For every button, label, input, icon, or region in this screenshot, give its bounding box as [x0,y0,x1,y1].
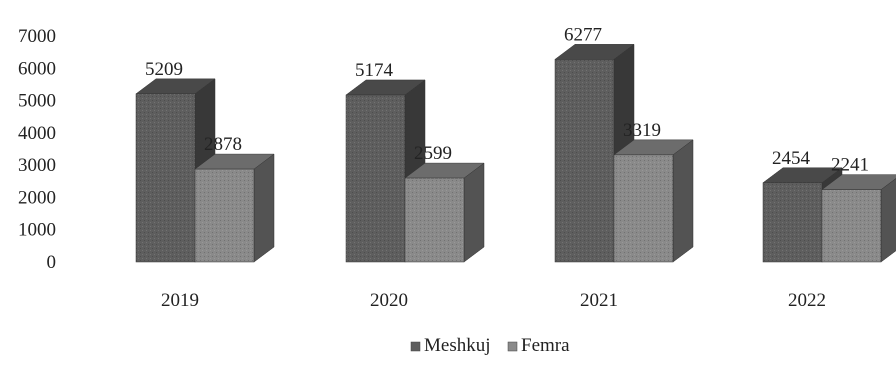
y-tick-label: 1000 [18,220,56,241]
y-tick-label: 5000 [18,91,56,112]
bar-texture [195,169,254,262]
x-tick-label: 2019 [161,290,199,311]
data-label: 6277 [564,24,602,45]
y-tick-label: 7000 [18,26,56,47]
legend-item: Meshkuj [410,335,491,356]
legend-label: Meshkuj [424,335,491,356]
bar-series [135,43,896,263]
data-label: 5209 [145,59,183,80]
data-label: 2878 [204,134,242,155]
data-label: 2599 [414,143,452,164]
legend-item: Femra [507,335,570,356]
x-tick-label: 2022 [788,290,826,311]
legend-swatch-icon [410,341,421,352]
bar [194,153,275,263]
y-tick-label: 4000 [18,123,56,144]
bar-side-face [463,162,485,263]
y-tick-label: 3000 [18,155,56,176]
bar-texture [405,178,464,262]
bar-side-face [672,139,694,263]
data-label: 2241 [831,155,869,176]
legend: Meshkuj Femra [410,335,570,356]
x-axis: 2019 2020 2021 2022 [161,290,826,311]
bar-side-face [253,153,275,263]
bar-texture [822,189,881,262]
y-tick-label: 6000 [18,58,56,79]
data-label: 2454 [772,148,811,169]
y-tick-label: 0 [47,252,57,273]
bar [613,139,694,263]
legend-label: Femra [521,335,570,356]
data-label: 5174 [355,60,394,81]
bar-texture [763,182,822,262]
bar-texture [346,94,405,263]
legend-swatch-icon [507,341,518,352]
bar-texture [555,59,614,262]
bar-texture [136,93,195,262]
data-label: 3319 [623,120,661,141]
x-tick-label: 2020 [370,290,408,311]
bar-texture [614,154,673,262]
bar [404,162,485,263]
y-tick-label: 2000 [18,187,56,208]
data-labels: 5209 2878 5174 2599 6277 3319 2454 2241 [145,24,869,175]
x-tick-label: 2021 [580,290,618,311]
bar [821,174,896,263]
y-axis: 0 1000 2000 3000 4000 5000 6000 7000 [18,26,56,273]
